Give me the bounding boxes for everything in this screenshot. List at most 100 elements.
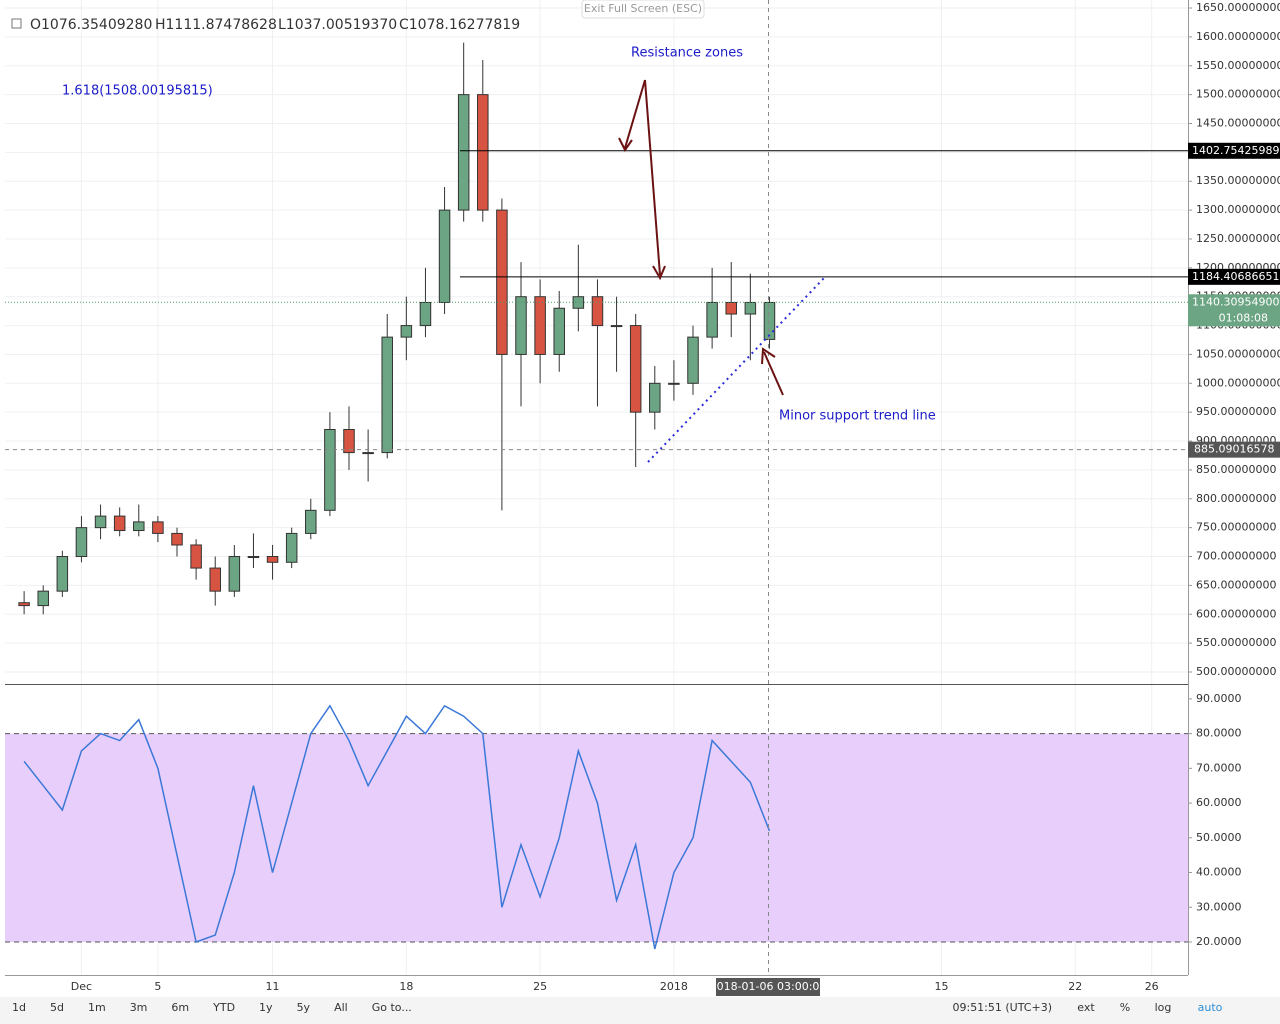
candle-body <box>400 325 413 338</box>
y-tick-label: 1650.00000000 <box>1196 1 1280 14</box>
candle-body <box>305 509 317 534</box>
trend-line <box>647 276 826 463</box>
ohlc-low: L1037.00519370 <box>278 17 397 33</box>
candle-body <box>266 556 279 563</box>
price-label: 1402.75425989 <box>1192 144 1279 157</box>
option-button[interactable]: ext <box>1077 1001 1095 1014</box>
candle-body <box>744 301 757 315</box>
option-button[interactable]: % <box>1120 1001 1130 1014</box>
candle-body <box>419 301 432 327</box>
range-button[interactable]: 1y <box>259 1001 273 1014</box>
candle-body <box>515 296 527 355</box>
range-button[interactable]: Go to... <box>372 1001 412 1014</box>
candle-body <box>247 556 260 559</box>
ohlc-open: O1076.35409280 <box>30 17 152 33</box>
y-tick-label: 1450.00000000 <box>1196 116 1280 129</box>
candle-body <box>629 325 642 413</box>
candle-body <box>477 94 489 211</box>
x-tick-label: Dec <box>71 980 92 993</box>
y-tick-label: 1350.00000000 <box>1196 174 1280 187</box>
y-tick-label: 90.0000 <box>1196 692 1242 705</box>
candle-body <box>668 382 680 385</box>
candle-body <box>706 301 718 338</box>
x-tick-label: 5 <box>154 980 161 993</box>
candle-body <box>610 325 623 328</box>
toolbar <box>0 997 1280 1024</box>
ohlc-close: C1078.16277819 <box>399 17 520 33</box>
y-tick-label: 70.0000 <box>1196 761 1242 774</box>
range-button[interactable]: All <box>334 1001 348 1014</box>
x-tick-label: 25 <box>533 980 547 993</box>
x-tick-label: 11 <box>266 980 280 993</box>
price-label-box <box>1188 142 1280 159</box>
candle-body <box>209 567 221 592</box>
range-button[interactable]: 1d <box>12 1001 26 1014</box>
crosshair-price-box <box>1188 441 1280 458</box>
range-button[interactable]: 3m <box>130 1001 148 1014</box>
y-tick-label: 750.00000000 <box>1196 521 1276 534</box>
last-price-label: 1140.30954900 <box>1192 295 1279 308</box>
range-button[interactable]: YTD <box>212 1001 235 1014</box>
candle-body <box>438 209 451 303</box>
y-tick-label: 850.00000000 <box>1196 463 1276 476</box>
x-tick-label: 2018 <box>660 980 688 993</box>
y-tick-label: 1550.00000000 <box>1196 59 1280 72</box>
toolbar-items: 1d 5d 1m 3m 6m YTD 1y 5y All Go to... 09:51:51 (UT… <box>12 1001 1223 1014</box>
candle-body <box>94 515 107 529</box>
exit-button[interactable] <box>581 0 705 19</box>
y-tick-label: 1250.00000000 <box>1196 232 1280 245</box>
option-button[interactable]: auto <box>1198 1001 1223 1014</box>
y-tick-label: 600.00000000 <box>1196 607 1276 620</box>
range-button[interactable]: 1m <box>88 1001 106 1014</box>
candle-body <box>649 382 661 413</box>
exit-button-label[interactable]: Exit Full Screen (ESC) <box>584 2 702 15</box>
y-tick-label: 20.0000 <box>1196 935 1242 948</box>
y-tick-label: 60.0000 <box>1196 796 1242 809</box>
collapse-icon[interactable] <box>11 18 22 29</box>
y-tick-label: 1050.00000000 <box>1196 347 1280 360</box>
y-tick-label: 500.00000000 <box>1196 665 1276 678</box>
y-tick-label: 1000.00000000 <box>1196 376 1280 389</box>
y-tick-label: 1300.00000000 <box>1196 203 1280 216</box>
y-tick-label: 650.00000000 <box>1196 578 1276 591</box>
candle-body <box>133 521 145 532</box>
stoch-line <box>23 704 771 950</box>
option-button[interactable]: log <box>1155 1001 1172 1014</box>
last-price-box <box>1188 294 1280 327</box>
candle-body <box>343 428 355 454</box>
candle-body <box>763 301 776 340</box>
band-fill <box>5 733 1188 943</box>
crosshair-time-box <box>716 978 820 996</box>
y-tick-label: 1500.00000000 <box>1196 88 1280 101</box>
candle-body <box>457 94 470 211</box>
clock: 09:51:51 (UTC+3) <box>952 1001 1052 1014</box>
range-button[interactable]: 5d <box>50 1001 64 1014</box>
range-button[interactable]: 5y <box>297 1001 311 1014</box>
y-tick-label: 950.00000000 <box>1196 405 1276 418</box>
candle-body <box>496 209 508 355</box>
candle-body <box>113 515 126 532</box>
price-label-box <box>1188 268 1280 285</box>
range-button[interactable]: 6m <box>171 1001 189 1014</box>
candle-body <box>152 521 164 534</box>
arrows <box>618 79 784 396</box>
y-tick-label: 550.00000000 <box>1196 636 1276 649</box>
annotation: Resistance zones <box>631 46 743 61</box>
x-tick-label: 18 <box>399 980 413 993</box>
candle-body <box>190 544 202 569</box>
y-tick-label: 80.0000 <box>1196 727 1242 740</box>
candle-body <box>18 602 30 607</box>
candle-body <box>75 527 88 558</box>
candle-body <box>553 307 565 355</box>
crosshair-price: 885.09016578 <box>1194 443 1274 456</box>
annotation: Minor support trend line <box>779 409 936 424</box>
candle-body <box>56 556 69 592</box>
x-tick-label: 26 <box>1145 980 1159 993</box>
y-tick-label: 40.0000 <box>1196 866 1242 879</box>
x-tick-label: 22 <box>1068 980 1082 993</box>
candle-body <box>381 336 393 454</box>
y-tick-label: 50.0000 <box>1196 831 1242 844</box>
candle-body <box>687 336 699 384</box>
